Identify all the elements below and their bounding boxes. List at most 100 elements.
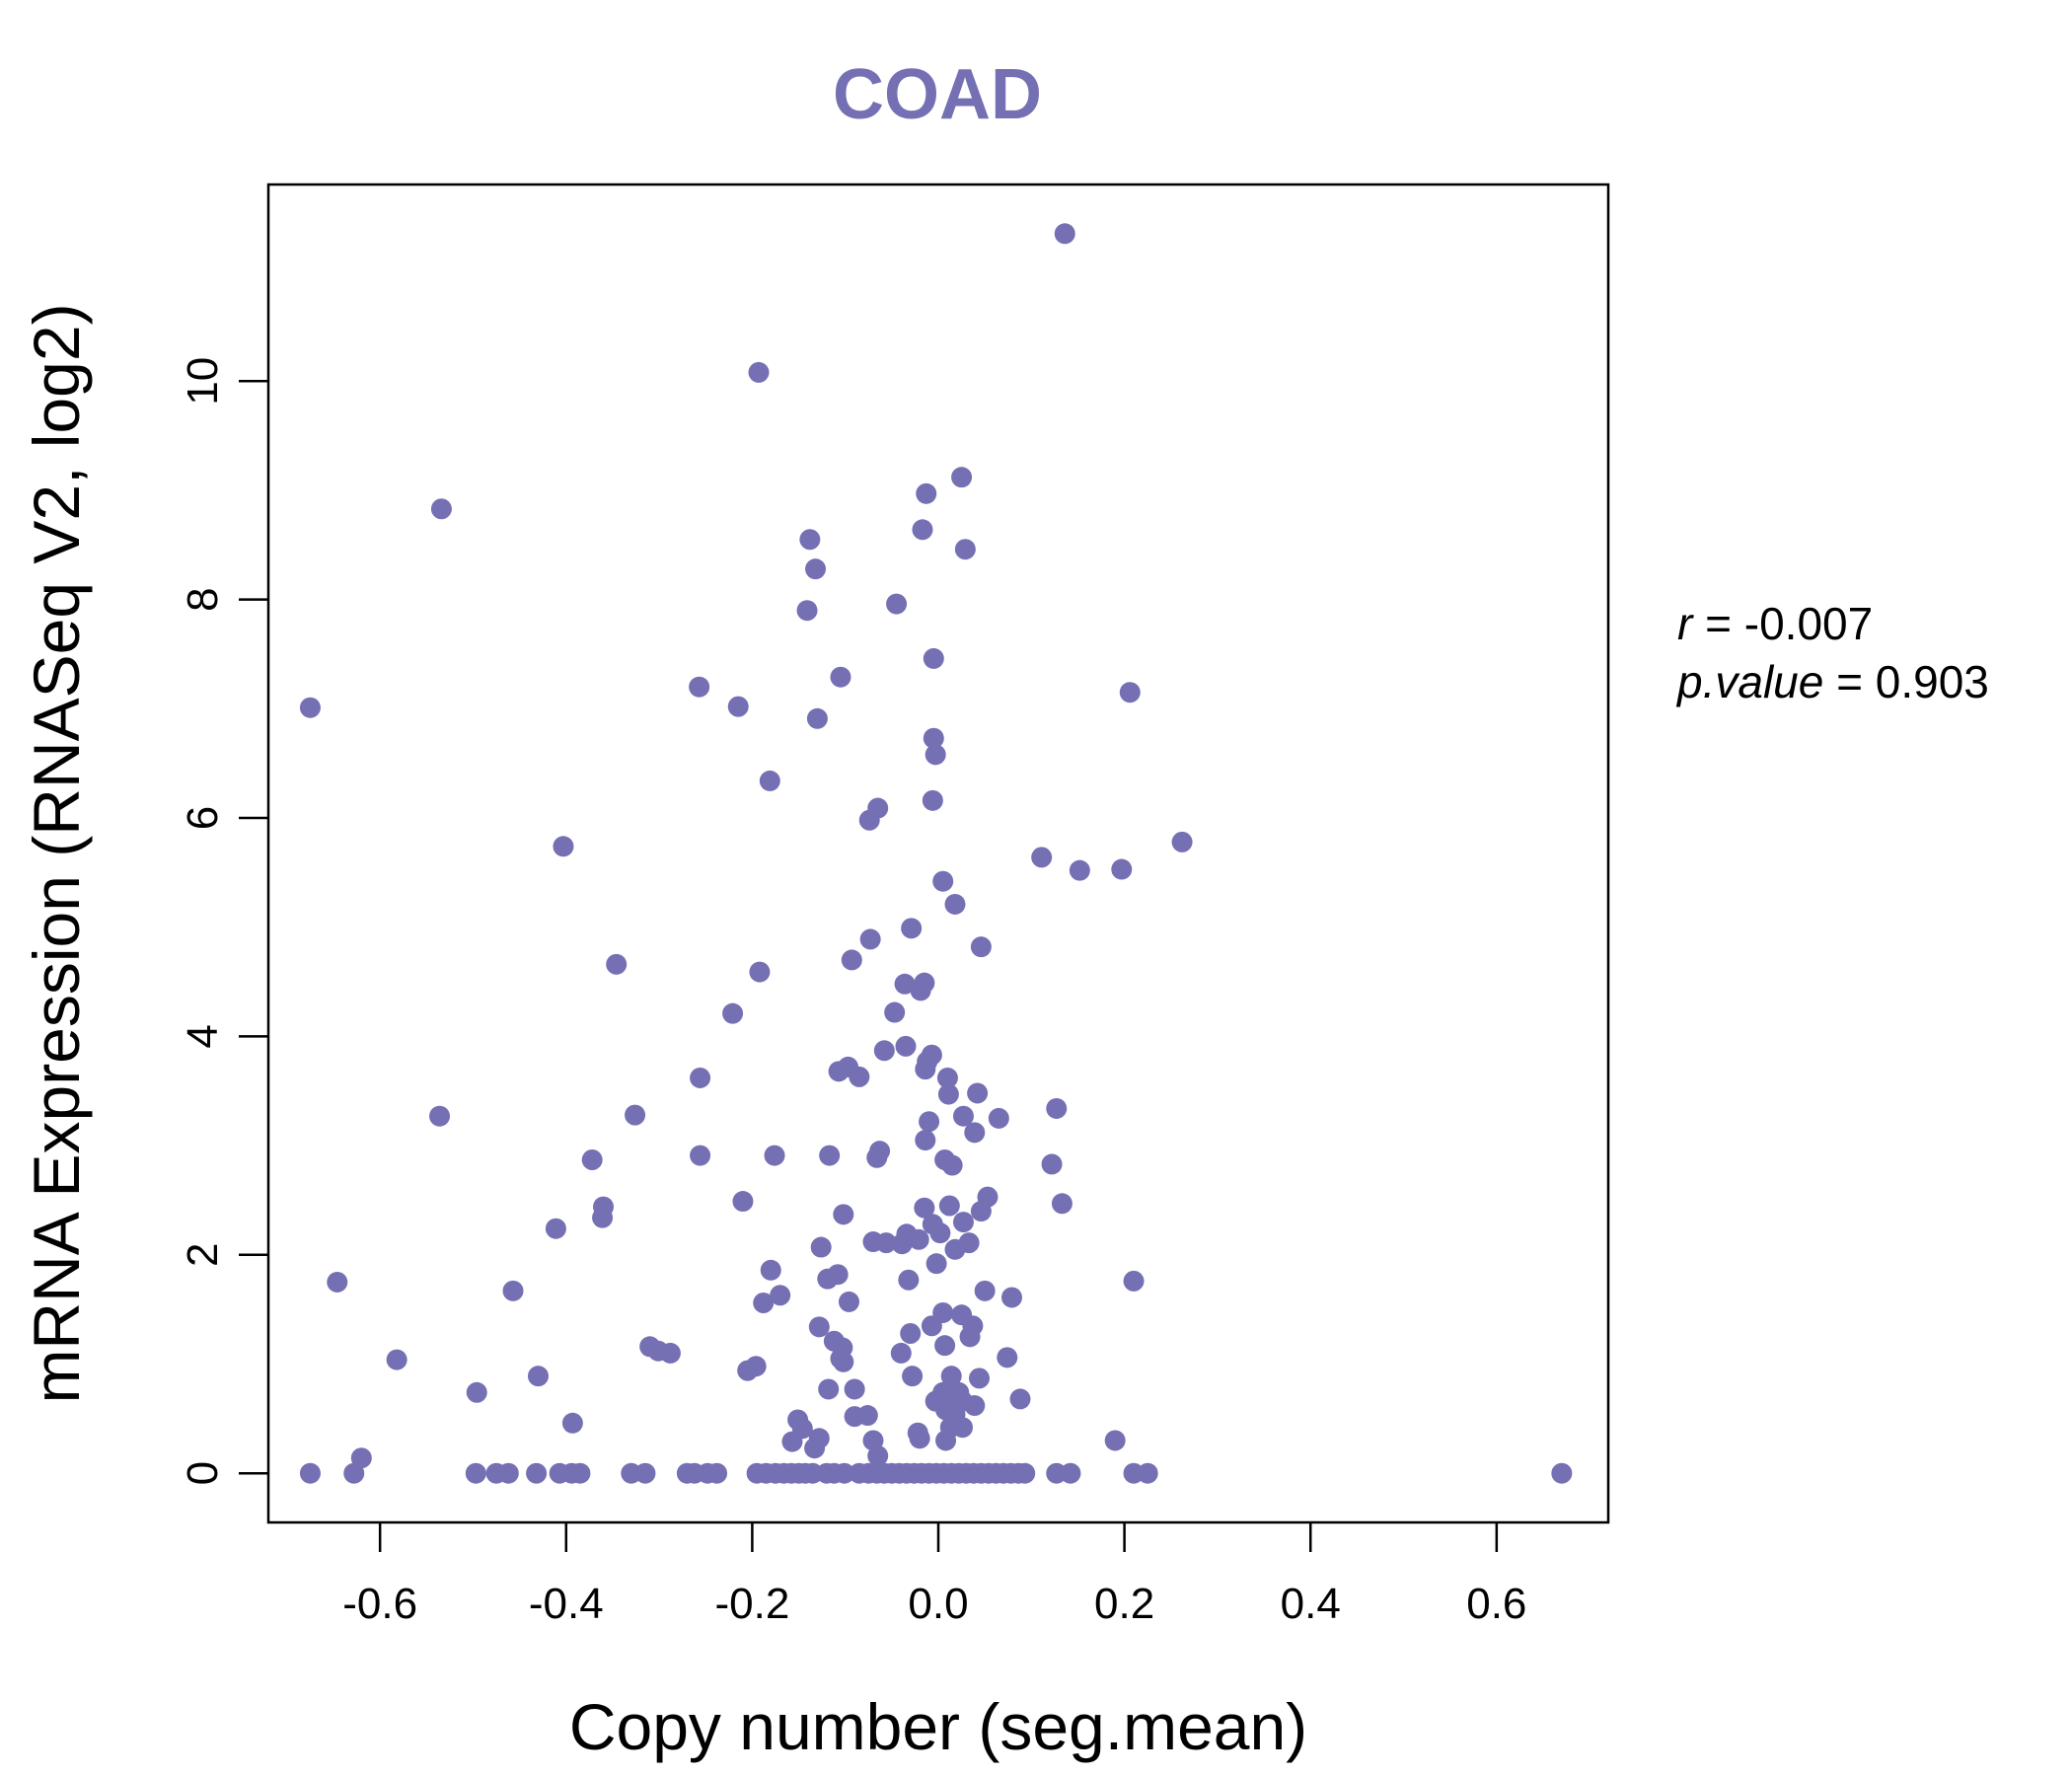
data-point <box>1123 1270 1145 1292</box>
data-point <box>859 928 881 950</box>
data-point <box>592 1207 614 1228</box>
data-point <box>922 789 943 811</box>
data-point <box>806 707 828 729</box>
data-point <box>915 1059 936 1080</box>
data-point <box>925 744 946 766</box>
x-tick-label: 0.2 <box>1094 1580 1154 1628</box>
data-point <box>932 870 954 892</box>
data-point <box>909 1428 930 1449</box>
data-point <box>350 1447 372 1469</box>
data-points <box>299 223 1573 1484</box>
data-point <box>937 1083 959 1105</box>
data-point <box>890 1342 912 1364</box>
data-point <box>465 1462 486 1484</box>
data-point <box>935 1430 957 1451</box>
data-point <box>634 1462 656 1484</box>
data-point <box>915 1130 936 1151</box>
data-point <box>895 1035 917 1057</box>
data-point <box>959 1326 981 1348</box>
data-point <box>1119 682 1141 703</box>
p-value: 0.903 <box>1876 656 1989 707</box>
data-point <box>1551 1462 1573 1484</box>
svg-text:r = -0.007: r = -0.007 <box>1677 598 1873 649</box>
correlation-annotation: r = -0.007 p.value = 0.903 <box>1675 598 1989 707</box>
data-point <box>894 973 916 995</box>
data-point <box>838 1291 859 1312</box>
data-point <box>908 1228 929 1250</box>
data-point <box>429 1105 451 1127</box>
data-point <box>1111 858 1133 880</box>
data-point <box>844 1406 865 1428</box>
data-point <box>581 1148 603 1170</box>
data-point <box>964 1395 986 1417</box>
data-point <box>386 1349 407 1370</box>
data-point <box>919 1111 940 1133</box>
data-point <box>781 1431 803 1452</box>
data-point <box>866 1147 888 1168</box>
chart-title: COAD <box>833 55 1042 134</box>
data-point <box>867 1444 889 1466</box>
data-point <box>936 1067 958 1088</box>
data-point <box>545 1218 566 1239</box>
data-point <box>430 498 452 520</box>
y-tick-label: 2 <box>179 1243 227 1267</box>
data-point <box>891 1233 913 1255</box>
data-point <box>858 809 880 831</box>
data-point <box>941 1154 963 1176</box>
data-point <box>1009 1388 1031 1410</box>
data-point <box>1171 831 1193 852</box>
data-point <box>1054 223 1075 245</box>
data-point <box>1051 1193 1073 1215</box>
data-point <box>964 1122 986 1144</box>
y-axis-label: mRNA Expression (RNASeq V2, log2) <box>20 303 93 1403</box>
y-tick-label: 4 <box>179 1024 227 1048</box>
data-point <box>830 666 851 688</box>
data-point <box>722 1002 744 1024</box>
y-tick-label: 8 <box>179 587 227 611</box>
data-point <box>327 1271 348 1293</box>
data-point <box>819 1145 841 1166</box>
data-point <box>553 836 574 857</box>
data-point <box>914 1197 935 1219</box>
x-tick-label: 0.0 <box>908 1580 968 1628</box>
data-point <box>804 1438 826 1459</box>
data-point <box>974 1280 996 1301</box>
data-point <box>299 697 321 718</box>
x-tick-label: -0.4 <box>529 1580 604 1628</box>
data-point <box>466 1381 487 1403</box>
data-point <box>884 1001 906 1023</box>
data-point <box>818 1378 840 1400</box>
data-point <box>749 961 771 983</box>
data-point <box>1031 847 1053 868</box>
y-tick-label: 10 <box>179 357 227 406</box>
data-point <box>929 1222 951 1244</box>
data-point <box>299 1462 321 1484</box>
data-point <box>923 727 944 749</box>
data-point <box>727 696 749 717</box>
data-point <box>1104 1430 1126 1451</box>
data-point <box>770 1285 791 1306</box>
data-point <box>690 1067 711 1088</box>
data-point <box>833 1204 854 1225</box>
data-point <box>810 1236 832 1258</box>
data-point <box>764 1145 785 1166</box>
data-point <box>841 949 862 971</box>
data-point <box>526 1462 548 1484</box>
svg-text:p.value = 0.903: p.value = 0.903 <box>1675 656 1989 707</box>
x-tick-label: -0.2 <box>714 1580 789 1628</box>
data-point <box>561 1412 583 1434</box>
data-point <box>967 1082 989 1104</box>
p-value-label: p.value <box>1675 656 1823 707</box>
data-point <box>748 361 770 383</box>
data-point <box>817 1268 839 1290</box>
data-point <box>606 953 628 975</box>
data-point <box>916 482 937 504</box>
data-point <box>997 1347 1018 1369</box>
data-point <box>659 1342 681 1364</box>
data-point <box>796 600 818 622</box>
data-point <box>759 770 780 791</box>
data-point <box>808 1316 830 1338</box>
data-point <box>690 1145 711 1166</box>
data-point <box>921 1315 942 1337</box>
